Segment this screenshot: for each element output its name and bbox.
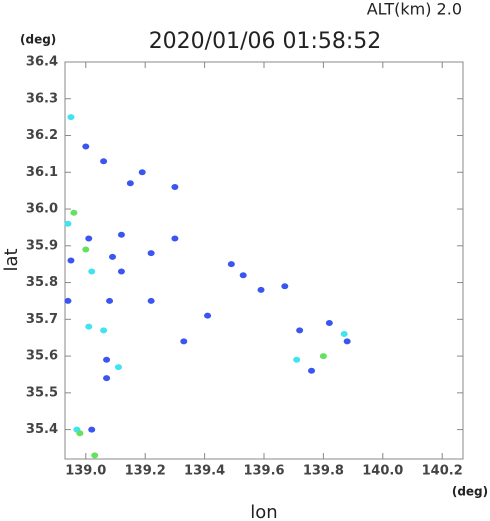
- y-tick-label: 36.2: [26, 128, 58, 143]
- echo-point: [126, 180, 134, 187]
- y-tick-label: 35.4: [26, 422, 58, 437]
- echo-point: [64, 220, 72, 227]
- echo-point: [76, 430, 84, 437]
- echo-point: [343, 338, 351, 345]
- y-unit: (deg): [20, 33, 56, 47]
- echo-point: [340, 331, 348, 338]
- x-tick-label: 139.8: [303, 464, 344, 479]
- x-tick-label: 140.2: [422, 464, 463, 479]
- echo-point: [67, 114, 75, 121]
- x-unit: (deg): [452, 485, 488, 499]
- echo-point: [147, 250, 155, 257]
- echo-point: [257, 286, 265, 293]
- echo-point: [180, 338, 188, 345]
- echo-point: [117, 231, 125, 238]
- y-tick-label: 35.8: [26, 275, 58, 290]
- y-tick-label: 35.5: [26, 385, 58, 400]
- echo-point: [100, 158, 108, 165]
- echo-point: [82, 246, 90, 253]
- y-tick-label: 35.6: [26, 349, 58, 364]
- echo-point: [103, 375, 111, 382]
- echo-point: [281, 283, 289, 290]
- echo-point: [85, 323, 93, 330]
- echo-point: [117, 268, 125, 275]
- echo-point: [325, 319, 333, 326]
- x-tick-label: 139.0: [65, 464, 106, 479]
- x-tick-label: 140.0: [362, 464, 403, 479]
- echo-point: [67, 257, 75, 264]
- echo-point: [88, 426, 96, 433]
- echo-point: [319, 353, 327, 360]
- echo-point: [109, 253, 117, 260]
- echo-point: [239, 272, 247, 279]
- echo-point: [138, 169, 146, 176]
- echo-point: [91, 452, 99, 459]
- y-tick-label: 36.1: [26, 165, 58, 180]
- echo-point: [88, 268, 96, 275]
- y-tick-label: 35.7: [26, 312, 58, 327]
- y-tick-label: 36.0: [26, 202, 58, 217]
- echo-point: [85, 235, 93, 242]
- y-tick-label: 35.9: [26, 238, 58, 253]
- echo-point: [114, 364, 122, 371]
- echo-point: [106, 297, 114, 304]
- x-axis-label: lon: [250, 502, 277, 521]
- plot-frame: [64, 61, 464, 460]
- echo-point: [171, 235, 179, 242]
- altitude-label: ALT(km) 2.0: [367, 0, 462, 19]
- x-tick-label: 139.6: [243, 464, 284, 479]
- echo-point: [103, 356, 111, 363]
- y-axis-label: lat: [1, 248, 22, 271]
- x-tick-label: 139.2: [125, 464, 166, 479]
- echo-point: [70, 209, 78, 216]
- echo-point: [64, 297, 72, 304]
- echo-point: [171, 183, 179, 190]
- echo-point: [308, 367, 316, 374]
- echo-point: [204, 312, 212, 319]
- y-tick-label: 36.3: [26, 91, 58, 106]
- echo-point: [293, 356, 301, 363]
- x-tick-label: 139.4: [184, 464, 225, 479]
- echo-point: [147, 297, 155, 304]
- echo-point: [100, 327, 108, 334]
- echo-point: [82, 143, 90, 150]
- chart-title: 2020/01/06 01:58:52: [149, 29, 382, 54]
- y-tick-label: 36.4: [26, 55, 58, 70]
- echo-point: [296, 327, 304, 334]
- echo-point: [227, 261, 235, 268]
